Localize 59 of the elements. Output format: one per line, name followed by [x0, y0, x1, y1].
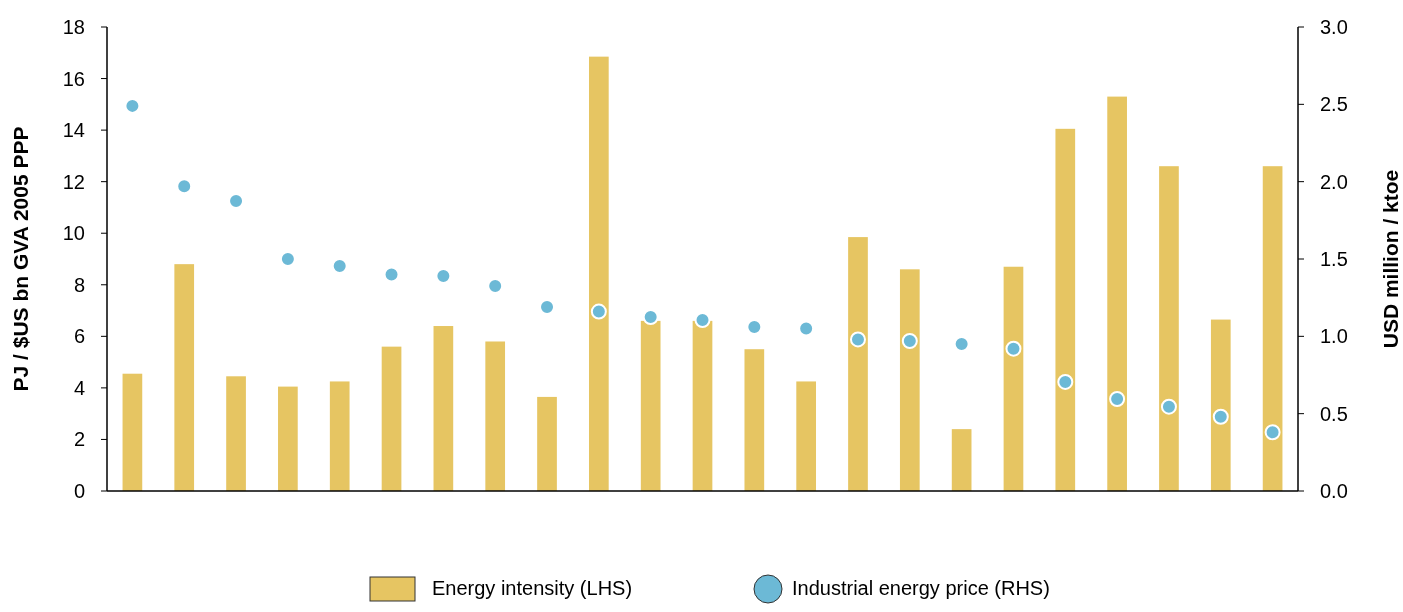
bar — [1210, 319, 1231, 491]
y-tick-label: 12 — [62, 170, 85, 193]
point — [642, 309, 659, 325]
y2-tick-label: 1.0 — [1320, 325, 1348, 348]
bar — [1159, 166, 1179, 491]
y-tick-label: 4 — [73, 376, 85, 399]
point — [798, 320, 815, 337]
y2-tick-label: 2.5 — [1320, 93, 1348, 116]
point — [590, 303, 607, 320]
y-tick-label: 8 — [73, 273, 85, 296]
y2-tick-label: 3.0 — [1320, 16, 1348, 38]
y2-tick-label: 1.5 — [1320, 248, 1348, 270]
y-tick-label: 6 — [73, 325, 85, 348]
point — [1057, 373, 1074, 390]
bar — [329, 381, 350, 491]
bar — [640, 320, 661, 491]
bar — [381, 346, 402, 491]
point — [279, 251, 296, 267]
bar — [1107, 96, 1127, 491]
bar — [278, 386, 298, 491]
point — [383, 266, 400, 283]
point — [1109, 390, 1126, 407]
y-tick-label: 10 — [62, 222, 85, 245]
bar — [537, 396, 557, 491]
bar — [122, 373, 143, 491]
bar — [589, 56, 609, 491]
point — [1160, 398, 1177, 415]
bar — [226, 376, 246, 491]
point — [1264, 424, 1281, 441]
bar — [433, 326, 454, 491]
bar — [1262, 166, 1283, 491]
bar — [744, 349, 765, 491]
point — [901, 332, 918, 349]
bar — [1055, 128, 1076, 491]
y-tick-label: 0 — [73, 480, 85, 502]
point — [1212, 408, 1229, 425]
legend-label: Industrial energy price (RHS) — [792, 577, 1050, 599]
bar — [951, 429, 972, 491]
bar — [1003, 266, 1024, 491]
y-tick-label: 2 — [73, 428, 85, 451]
bar — [485, 341, 506, 491]
bar — [174, 264, 195, 491]
y-axis-title: PJ / $US bn GVA 2005 PPP — [9, 126, 32, 392]
bar — [796, 381, 816, 491]
point — [849, 331, 866, 348]
point — [694, 312, 711, 329]
legend-label: Energy intensity (LHS) — [432, 577, 633, 599]
point — [176, 178, 193, 195]
y-tick-label: 18 — [62, 16, 85, 38]
y2-tick-label: 0.5 — [1320, 402, 1348, 425]
bar — [848, 237, 868, 491]
bar — [899, 269, 920, 491]
y-tick-label: 16 — [62, 67, 85, 90]
bar — [692, 320, 713, 491]
y2-axis-title: USD million / ktoe — [1379, 169, 1402, 349]
point — [1005, 340, 1022, 357]
y2-tick-label: 0.0 — [1320, 480, 1348, 502]
y-tick-label: 14 — [62, 119, 85, 142]
y2-tick-label: 2.0 — [1320, 170, 1348, 193]
